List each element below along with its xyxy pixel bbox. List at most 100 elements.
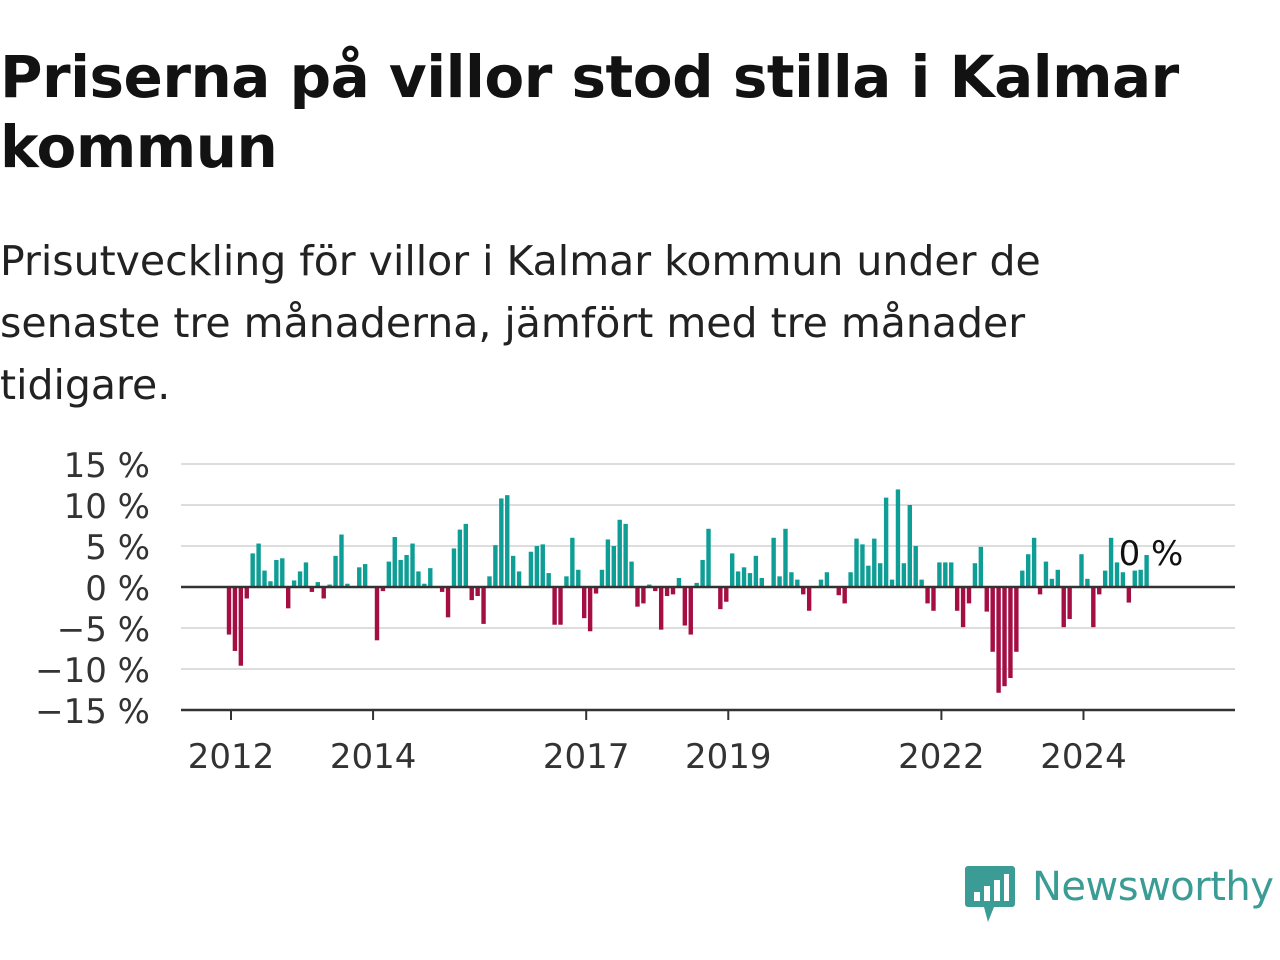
bar bbox=[824, 572, 830, 587]
bar bbox=[238, 587, 244, 666]
bar bbox=[889, 579, 895, 587]
bar bbox=[866, 565, 871, 587]
bar bbox=[658, 587, 664, 630]
bar bbox=[806, 587, 812, 611]
y-tick-label: 0 % bbox=[85, 569, 150, 609]
bar bbox=[718, 587, 723, 610]
bar bbox=[623, 523, 628, 587]
chart-subtitle: Prisutveckling för villor i Kalmar kommu… bbox=[0, 237, 1041, 409]
bar bbox=[1014, 587, 1019, 652]
y-tick-label: −5 % bbox=[57, 610, 150, 650]
bar bbox=[250, 553, 255, 587]
bar bbox=[1067, 587, 1072, 619]
bar bbox=[1049, 578, 1055, 587]
bar bbox=[487, 576, 492, 587]
bar bbox=[1079, 554, 1084, 587]
bar bbox=[759, 577, 764, 587]
bar bbox=[635, 587, 640, 607]
bar bbox=[392, 536, 397, 587]
bar bbox=[984, 587, 989, 612]
bar bbox=[481, 587, 486, 624]
bar bbox=[901, 563, 907, 587]
bar bbox=[599, 569, 605, 587]
bar bbox=[700, 559, 705, 587]
bar bbox=[576, 569, 581, 587]
bar bbox=[410, 543, 415, 587]
bar bbox=[617, 519, 622, 587]
bar bbox=[333, 555, 338, 587]
bar bbox=[445, 587, 451, 618]
bar bbox=[1061, 587, 1066, 628]
bar bbox=[362, 564, 368, 587]
bar bbox=[291, 580, 297, 587]
bar bbox=[469, 587, 474, 601]
bar bbox=[262, 570, 267, 587]
bar bbox=[540, 544, 545, 587]
bar bbox=[960, 587, 966, 628]
bar bbox=[694, 582, 699, 587]
bar bbox=[801, 587, 806, 595]
bar bbox=[1020, 570, 1025, 587]
bar bbox=[339, 534, 344, 587]
bar bbox=[552, 587, 557, 625]
y-tick-label: 15 % bbox=[64, 446, 150, 486]
bar bbox=[280, 558, 285, 587]
bar bbox=[1055, 569, 1060, 587]
bar bbox=[321, 587, 326, 599]
bar bbox=[747, 573, 753, 587]
bar bbox=[1138, 569, 1143, 587]
bar bbox=[954, 587, 960, 611]
x-tick-label: 2017 bbox=[543, 737, 630, 777]
bar bbox=[404, 555, 409, 587]
bar bbox=[990, 587, 995, 652]
bar bbox=[1126, 587, 1132, 603]
bar bbox=[848, 572, 853, 587]
bar bbox=[1097, 587, 1102, 595]
bar bbox=[836, 587, 841, 596]
bar bbox=[854, 538, 859, 587]
bar bbox=[398, 559, 403, 587]
bar bbox=[913, 546, 918, 587]
bar bbox=[493, 545, 498, 587]
bar bbox=[546, 573, 551, 587]
bar bbox=[925, 587, 930, 604]
bar bbox=[457, 529, 463, 587]
bar bbox=[629, 561, 634, 587]
bar bbox=[653, 587, 658, 592]
bar bbox=[664, 587, 670, 597]
bar bbox=[1091, 587, 1096, 628]
bar bbox=[735, 571, 741, 587]
bar bbox=[706, 528, 711, 587]
bar bbox=[268, 581, 273, 587]
bar bbox=[558, 587, 563, 625]
bar bbox=[516, 571, 522, 587]
bar bbox=[451, 548, 457, 587]
bar bbox=[232, 587, 238, 651]
bar bbox=[895, 489, 901, 587]
bar bbox=[274, 559, 279, 587]
bar bbox=[605, 539, 611, 587]
bar bbox=[771, 537, 776, 587]
x-tick-label: 2024 bbox=[1040, 737, 1127, 777]
bar bbox=[1108, 537, 1114, 587]
y-tick-label: −15 % bbox=[35, 692, 150, 732]
bar bbox=[1002, 587, 1007, 687]
bar bbox=[315, 582, 320, 587]
bar bbox=[949, 562, 954, 587]
bar bbox=[297, 571, 303, 587]
y-axis-tick-labels: 15 %10 %5 %0 %−5 %−10 %−15 % bbox=[35, 446, 150, 732]
bar bbox=[416, 571, 421, 587]
bar bbox=[505, 495, 510, 587]
bar bbox=[357, 567, 362, 587]
bar bbox=[842, 587, 847, 604]
newsworthy-logo: Newsworthy bbox=[962, 862, 1278, 928]
bar bbox=[1102, 570, 1108, 587]
bar bbox=[818, 579, 824, 587]
bar bbox=[256, 543, 261, 587]
bar bbox=[380, 587, 386, 592]
bar bbox=[789, 572, 794, 587]
y-tick-label: 10 % bbox=[64, 487, 150, 527]
bar bbox=[439, 587, 445, 592]
x-tick-label: 2014 bbox=[330, 737, 417, 777]
bar-chart: 15 %10 %5 %0 %−5 %−10 %−15 % 2012 2014 201… bbox=[35, 446, 1235, 777]
